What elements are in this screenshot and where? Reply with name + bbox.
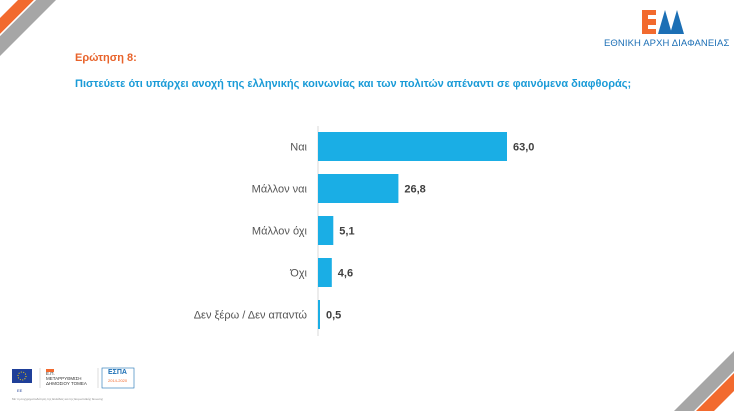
top-left-corner-stripes [0, 0, 56, 56]
eaa-logo [642, 10, 684, 34]
category-label-2: Μάλλον όχι [252, 226, 308, 238]
orange-stripe [696, 373, 734, 411]
bar-4 [318, 300, 320, 329]
program-label: Ε.Π. ΜΕΤΑΡΡΥΘΜΙΣΗ ΔΗΜΟΣΙΟΥ ΤΟΜΕΑ [46, 371, 87, 386]
value-label-2: 5,1 [339, 226, 354, 238]
espa-years: 2014-2020 [108, 378, 128, 383]
grey-stripe [0, 0, 56, 56]
value-label-0: 63,0 [513, 142, 534, 154]
bar-0 [318, 132, 507, 161]
value-label-3: 4,6 [338, 268, 353, 280]
question-text: Πιστεύετε ότι υπάρχει ανοχή της ελληνική… [75, 78, 632, 90]
category-label-3: Όχι [289, 268, 307, 280]
logo-text: ΕΘΝΙΚΗ ΑΡΧΗ ΔΙΑΦΑΝΕΙΑΣ [604, 38, 730, 49]
program-logo-mark [46, 369, 54, 372]
logo-e-bar-bottom [648, 25, 656, 29]
footer-note: Με τη συγχρηματοδότηση της Ελλάδας και τ… [12, 397, 104, 401]
value-label-4: 0,5 [326, 310, 341, 322]
grey-stripe [674, 351, 734, 411]
logo-block-a1 [658, 10, 672, 34]
category-label-1: Μάλλον ναι [252, 184, 308, 196]
eu-label: ΕΕ [17, 388, 23, 393]
bottom-right-corner-stripes [674, 351, 734, 411]
category-label-0: Ναι [290, 142, 307, 154]
question-label: Ερώτηση 8: [75, 52, 137, 64]
footer-logos [12, 367, 135, 389]
espa-label: ΕΣΠΑ [108, 369, 127, 376]
bar-3 [318, 258, 332, 287]
bar-1 [318, 174, 399, 203]
logo-block-a2 [670, 10, 684, 34]
logo-e-bar-top [648, 15, 656, 19]
eu-stars [17, 371, 27, 381]
white-gap [0, 0, 36, 36]
eu-flag [12, 369, 32, 383]
value-label-1: 26,8 [404, 184, 425, 196]
category-label-4: Δεν ξέρω / Δεν απαντώ [194, 310, 308, 322]
bar-2 [318, 216, 334, 245]
espa-logo-box [101, 367, 135, 389]
